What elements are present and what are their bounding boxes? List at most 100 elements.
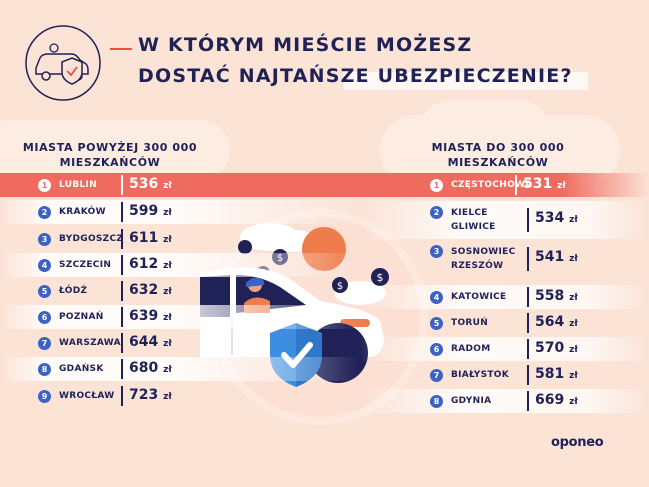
list-item: 9 WROCŁAW 723 zł xyxy=(0,384,360,408)
price-value: 570 zł xyxy=(535,340,578,356)
city-name: TORUŃ xyxy=(451,318,489,328)
divider xyxy=(527,339,529,359)
city-name: BIAŁYSTOK xyxy=(451,370,510,380)
rank-badge: 3 xyxy=(430,245,443,258)
divider xyxy=(121,255,123,275)
list-item: 7 BIAŁYSTOK 581 zł xyxy=(360,363,649,387)
svg-text:$: $ xyxy=(377,271,384,284)
divider xyxy=(121,359,123,379)
dollar-coin-icon xyxy=(371,268,389,286)
price-value: 639 zł xyxy=(129,308,172,324)
city-name: SZCZECIN xyxy=(59,260,112,270)
list-item: 3 SOSNOWIEC RZESZÓW 541 zł xyxy=(360,240,649,278)
city-name: WROCŁAW xyxy=(59,391,115,401)
city-name: KRAKÓW xyxy=(59,207,106,217)
right-column-header: MIASTA DO 300 000 MIESZKAŃCÓW xyxy=(418,140,578,170)
price-value: 680 zł xyxy=(129,360,172,376)
list-item: 1 CZĘSTOCHOWA 531 zł xyxy=(360,173,649,197)
city-name: LUBLIN xyxy=(59,180,97,190)
divider xyxy=(527,208,529,232)
page-title-line-2: DOSTAĆ NAJTAŃSZE UBEZPIECZENIE? xyxy=(138,65,573,87)
city-name: GDAŃSK xyxy=(59,364,104,374)
rank-badge: 6 xyxy=(430,342,443,356)
divider xyxy=(527,391,529,411)
left-header-line-2: MIESZKAŃCÓW xyxy=(59,156,161,169)
divider xyxy=(527,247,529,271)
list-item: 6 POZNAŃ 639 zł xyxy=(0,305,360,329)
list-item: 5 TORUŃ 564 zł xyxy=(360,311,649,335)
city-name: WARSZAWA xyxy=(59,338,121,348)
list-item: 4 KATOWICE 558 zł xyxy=(360,285,649,309)
city-name: ŁÓDŹ xyxy=(59,286,88,296)
list-item: 5 ŁÓDŹ 632 zł xyxy=(0,279,360,303)
rank-badge: 5 xyxy=(38,284,51,298)
divider xyxy=(121,229,123,249)
cloud-shape xyxy=(420,100,550,160)
rank-badge: 3 xyxy=(38,232,51,246)
list-item: 4 SZCZECIN 612 zł xyxy=(0,253,360,277)
car-shield-logo-icon xyxy=(25,25,101,101)
price-value: 644 zł xyxy=(129,334,172,350)
divider xyxy=(121,281,123,301)
price-value: 669 zł xyxy=(535,392,578,408)
list-item: 2 KIELCE GLIWICE 534 zł xyxy=(360,201,649,239)
price-value: 632 zł xyxy=(129,282,172,298)
city-name: RADOM xyxy=(451,344,491,354)
rank-badge: 4 xyxy=(38,258,51,272)
dollar-coin-icon xyxy=(332,277,348,293)
divider xyxy=(121,175,123,195)
rank-badge: 1 xyxy=(430,178,443,192)
price-value: 612 zł xyxy=(129,256,172,272)
city-name: SOSNOWIEC RZESZÓW xyxy=(451,247,516,271)
list-item: 2 KRAKÓW 599 zł xyxy=(0,200,360,224)
list-item: 6 RADOM 570 zł xyxy=(360,337,649,361)
title-highlight xyxy=(343,72,588,90)
price-value: 534 zł xyxy=(535,210,578,226)
rank-badge: 8 xyxy=(38,362,51,376)
price-value: 581 zł xyxy=(535,366,578,382)
right-header-line-2: MIESZKAŃCÓW xyxy=(447,156,549,169)
brand-logo: oponeo xyxy=(551,435,604,450)
rank-badge: 2 xyxy=(430,206,443,219)
rank-badge: 7 xyxy=(430,368,443,382)
divider xyxy=(121,333,123,353)
price-value: 541 zł xyxy=(535,249,578,265)
page-title-line-1: W KTÓRYM MIEŚCIE MOŻESZ xyxy=(138,34,473,56)
left-column-header: MIASTA POWYŻEJ 300 000 MIESZKAŃCÓW xyxy=(10,140,210,170)
cloud-shape xyxy=(0,120,230,180)
title-dash xyxy=(110,48,132,50)
rank-badge: 7 xyxy=(38,336,51,350)
price-value: 564 zł xyxy=(535,314,578,330)
divider xyxy=(121,202,123,222)
divider xyxy=(515,175,517,195)
rank-badge: 5 xyxy=(430,316,443,330)
city-name: BYDGOSZCZ xyxy=(59,234,124,244)
city-name: KATOWICE xyxy=(451,292,507,302)
rank-badge: 6 xyxy=(38,310,51,324)
price-value: 599 zł xyxy=(129,203,172,219)
divider xyxy=(121,386,123,406)
city-name: GDYNIA xyxy=(451,396,492,406)
divider xyxy=(527,287,529,307)
price-value: 558 zł xyxy=(535,288,578,304)
left-header-line-1: MIASTA POWYŻEJ 300 000 xyxy=(22,141,198,154)
city-name: CZĘSTOCHOWA xyxy=(451,180,533,190)
list-item: 1 LUBLIN 536 zł xyxy=(0,173,360,197)
svg-text:$: $ xyxy=(337,281,343,292)
rank-badge: 9 xyxy=(38,389,51,403)
rank-badge: 1 xyxy=(38,178,51,192)
price-value: 536 zł xyxy=(129,176,172,192)
list-item: 8 GDYNIA 669 zł xyxy=(360,389,649,413)
rank-badge: 4 xyxy=(430,290,443,304)
city-name: KIELCE GLIWICE xyxy=(451,208,496,232)
list-item: 3 BYDGOSZCZ 611 zł xyxy=(0,227,360,251)
list-item: 7 WARSZAWA 644 zł xyxy=(0,331,360,355)
list-item: 8 GDAŃSK 680 zł xyxy=(0,357,360,381)
right-header-line-1: MIASTA DO 300 000 xyxy=(431,141,565,154)
divider xyxy=(121,307,123,327)
divider xyxy=(527,365,529,385)
price-value: 723 zł xyxy=(129,387,172,403)
rank-badge: 8 xyxy=(430,394,443,408)
price-value: 531 zł xyxy=(523,176,566,192)
city-name: POZNAŃ xyxy=(59,312,104,322)
